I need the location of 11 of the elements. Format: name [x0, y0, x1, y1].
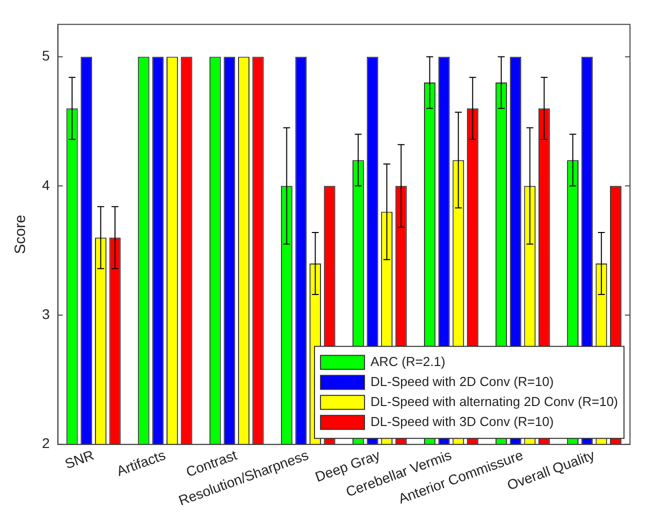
x-tick-label: SNR — [62, 446, 96, 472]
x-tick-label: Artifacts — [114, 446, 168, 479]
legend-label: ARC (R=2.1) — [370, 354, 446, 369]
legend-label: DL-Speed with alternating 2D Conv (R=10) — [370, 394, 618, 409]
y-tick-label: 3 — [42, 306, 50, 322]
y-axis-title: Score — [12, 214, 30, 254]
y-tick-label: 2 — [42, 435, 50, 452]
y-tick-label: 5 — [42, 48, 50, 64]
legend-label: DL-Speed with 3D Conv (R=10) — [370, 414, 554, 429]
y-tick-label: 4 — [42, 176, 50, 193]
legend-label: DL-Speed with 2D Conv (R=10) — [370, 374, 554, 389]
